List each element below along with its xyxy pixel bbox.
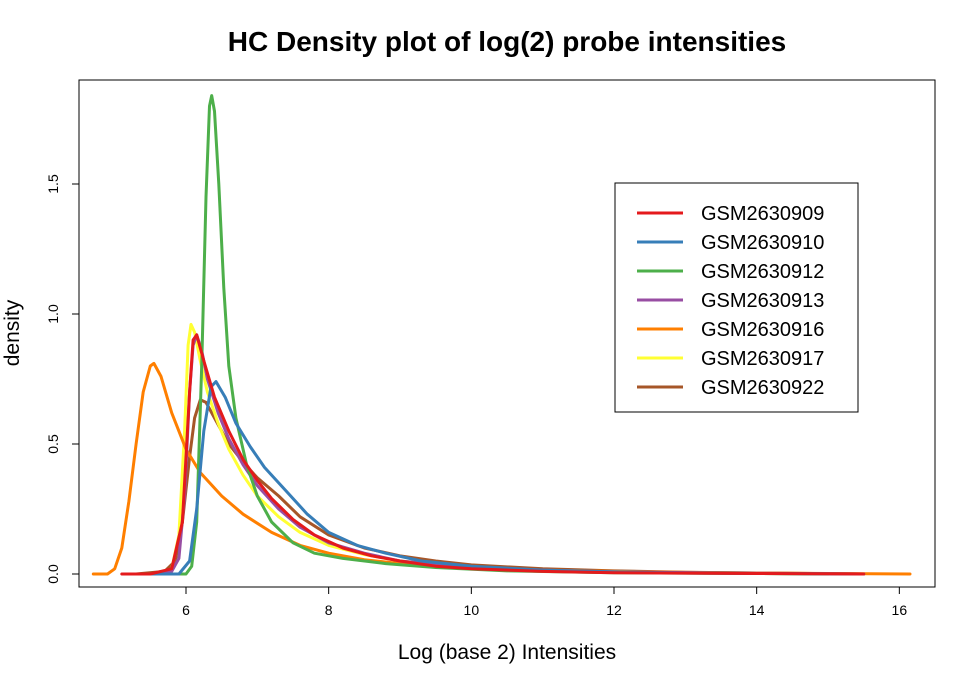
x-tick-label: 10 [464,602,480,618]
y-axis-label: density [1,299,24,366]
legend: GSM2630909 GSM2630910 GSM2630912 GSM2630913… [614,182,859,413]
x-axis: 6 8 10 12 14 16 [182,586,908,618]
legend-label: GSM2630912 [701,261,824,283]
legend-label: GSM2630916 [701,319,824,341]
x-tick-label: 16 [892,602,908,618]
legend-label: GSM2630913 [701,290,824,312]
legend-label: GSM2630909 [701,203,824,225]
x-tick-label: 6 [182,602,190,618]
legend-label: GSM2630922 [701,377,824,399]
series-line [134,398,866,576]
x-tick-label: 8 [325,602,333,618]
y-tick-label: 1.5 [45,174,61,194]
x-tick-label: 12 [606,602,622,618]
y-axis: 0.0 0.5 1.0 1.5 [45,174,80,584]
x-tick-label: 14 [749,602,765,618]
series-line [120,333,866,576]
legend-label: GSM2630917 [701,348,824,370]
y-tick-label: 0.5 [45,434,61,454]
series-layer [91,94,912,576]
y-tick-label: 0.0 [45,564,61,584]
x-axis-label: Log (base 2) Intensities [398,641,616,664]
y-tick-label: 1.0 [45,304,61,324]
legend-label: GSM2630910 [701,232,824,254]
chart-title: HC Density plot of log(2) probe intensit… [228,26,786,57]
legend-box [614,182,859,413]
